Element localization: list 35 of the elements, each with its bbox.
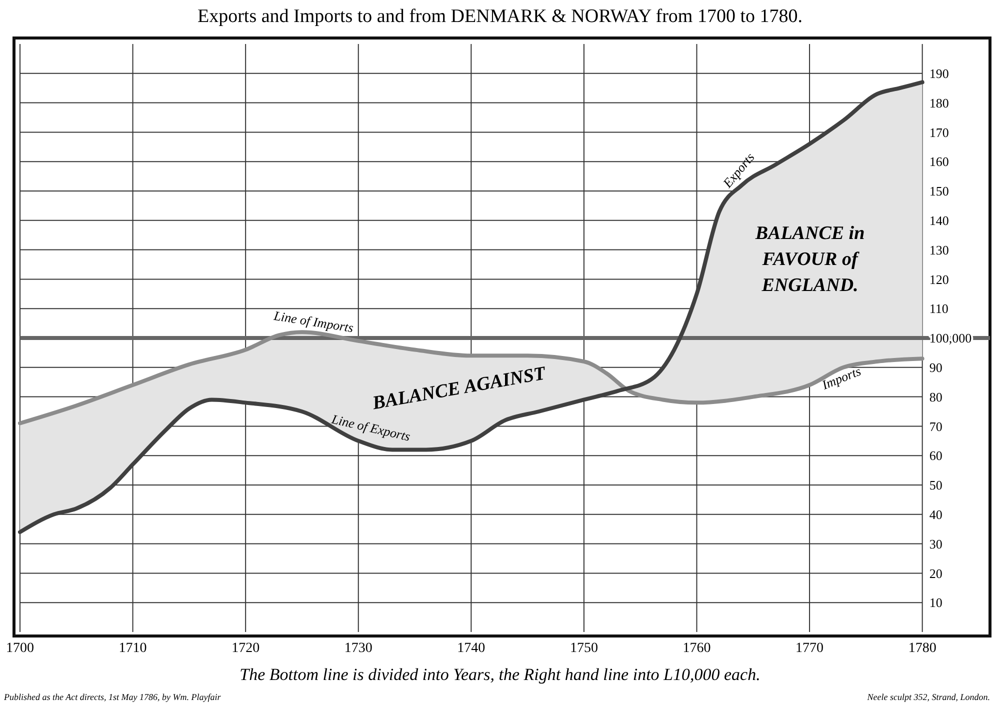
- chart-title: Exports and Imports to and from DENMARK & NORWAY from 1700 to 1780.: [198, 6, 802, 27]
- y-tick-label: 110: [929, 301, 948, 316]
- y-tick-label: 10: [929, 595, 942, 610]
- y-tick-label: 30: [929, 536, 942, 552]
- y-tick-label: 40: [929, 506, 942, 522]
- y-tick-label: 140: [929, 212, 949, 228]
- line-series: [18, 80, 924, 534]
- text: Imports: [818, 363, 863, 393]
- y-tick-label: 170: [929, 124, 949, 140]
- y-tick-label: 80: [929, 389, 942, 404]
- text: Published as the Act directs, 1st May 1786, by Wm. Playfair: [3, 692, 222, 702]
- y-tick-label: 190: [929, 66, 949, 81]
- x-tick-label: 1720: [232, 641, 260, 656]
- y-tick-label: 20: [929, 566, 942, 581]
- y-tick-label: 180: [929, 95, 949, 110]
- y-tick-label: 70: [929, 418, 942, 434]
- x-tick-label: 1740: [457, 641, 486, 656]
- annotation: BALANCE in FAVOUR of ENGLAND.: [754, 223, 865, 296]
- x-tick-label: 1730: [344, 641, 372, 656]
- y-tick-label: 120: [929, 272, 949, 287]
- y-tick-label: 60: [929, 448, 942, 464]
- x-tick-label: 1780: [908, 641, 936, 656]
- y-tick-label: 150: [929, 184, 949, 199]
- x-tick-label: 1750: [570, 641, 598, 656]
- y-tick-label: 90: [929, 360, 942, 375]
- y-tick-label: 130: [929, 242, 949, 258]
- text: Neele sculpt 352, Strand, London.: [866, 692, 990, 702]
- y-tick-label: 160: [929, 154, 949, 170]
- annotation: Line of Imports: [272, 308, 354, 336]
- y-tick-label: 50: [929, 478, 942, 493]
- x-tick-label: 1760: [682, 641, 711, 656]
- x-tick-label: 1700: [6, 641, 34, 656]
- x-tick-label: 1710: [118, 641, 147, 656]
- x-tick-label: 1770: [796, 641, 824, 656]
- text: The Bottom line is divided into Years, the Right hand line into L10,000 each.: [240, 665, 760, 684]
